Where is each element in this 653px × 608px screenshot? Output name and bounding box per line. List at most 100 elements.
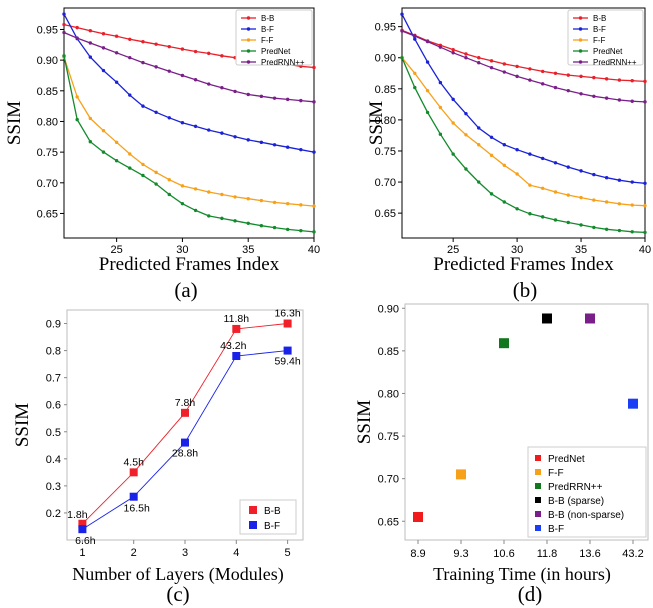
data-point: [617, 202, 622, 206]
data-label: 11.8h: [224, 313, 250, 325]
data-point: [489, 65, 494, 70]
y-tick-label: 0.8: [46, 346, 61, 358]
legend-marker: [249, 506, 257, 514]
data-point: [299, 98, 303, 103]
data-point: [141, 162, 145, 167]
legend: B-B B-F F-F PredNet PredRNN++: [567, 9, 644, 67]
x-axis-label: Predicted Frames Index: [433, 254, 614, 275]
x-tick-label: 25: [447, 244, 459, 256]
legend-marker: [535, 497, 541, 503]
legend-box: [527, 446, 647, 538]
legend-marker: [535, 483, 541, 489]
series-line-prednet: [401, 57, 646, 234]
series-line-b-b: [401, 29, 646, 83]
data-point: [114, 34, 119, 38]
data-point: [88, 116, 93, 121]
data-point: [259, 224, 264, 228]
y-tick-label: 0.6: [46, 400, 61, 412]
y-tick-label: 0.75: [378, 431, 399, 443]
data-point: [285, 201, 290, 206]
data-point: [604, 77, 609, 81]
data-label: 28.8h: [172, 448, 198, 460]
data-point: [128, 55, 132, 60]
y-tick-label: 0.75: [375, 146, 396, 158]
x-tick-label: 40: [308, 244, 320, 256]
y-axis-label: SSIM: [366, 101, 387, 145]
legend-label: B-B (non-sparse): [548, 510, 624, 521]
data-point: [233, 135, 237, 139]
data-point: [477, 126, 481, 130]
y-tick-label: 0.7: [46, 373, 61, 385]
y-tick-label: 0.5: [46, 427, 61, 439]
data-label: 16.3h: [274, 308, 300, 320]
data-point: [592, 94, 596, 98]
y-tick-label: 0.85: [37, 86, 58, 98]
data-point: [528, 152, 532, 156]
data-point: [528, 67, 532, 71]
y-tick-label: 0.85: [375, 84, 396, 96]
data-point: [101, 68, 106, 73]
data-point: [299, 203, 303, 207]
legend-label: PredNet: [548, 454, 585, 465]
y-tick-label: 0.9: [46, 319, 61, 331]
series-line-predrnn-: [401, 30, 646, 103]
data-point: [553, 190, 558, 194]
data-point: [246, 92, 250, 97]
data-point: [464, 133, 468, 137]
data-point: [129, 492, 138, 501]
data-label: 43.2h: [220, 340, 246, 352]
data-point: [193, 49, 198, 54]
legend-marker: [578, 49, 583, 53]
data-point: [592, 172, 596, 177]
data-point: [128, 37, 132, 41]
data-point: [167, 116, 171, 120]
data-point: [579, 169, 583, 173]
series-line-b-f: [401, 13, 646, 184]
legend-label: F-F: [548, 468, 564, 479]
data-point: [312, 65, 316, 70]
data-point: [75, 36, 79, 40]
legend-marker: [535, 525, 541, 531]
data-point: [617, 228, 622, 233]
data-point: [643, 100, 647, 104]
x-tick-label: 4: [233, 547, 239, 559]
legend-label: B-B (sparse): [548, 496, 604, 507]
data-point: [425, 88, 430, 93]
legend-marker: [578, 27, 583, 31]
legend-label: F-F: [261, 36, 274, 45]
data-label: 6.6h: [75, 535, 96, 547]
data-point: [141, 40, 145, 44]
data-label: 59.4h: [274, 356, 300, 368]
data-point: [579, 92, 583, 96]
y-axis-label: SSIM: [12, 403, 33, 447]
legend: B-B B-F F-F PredNet PredRNN++: [235, 9, 313, 67]
data-point: [78, 519, 87, 528]
data-point: [438, 45, 443, 49]
x-tick-label: 8.9: [410, 548, 425, 560]
data-point-b-b-sparse-: [542, 313, 552, 324]
data-point: [413, 34, 417, 38]
data-point: [220, 192, 224, 197]
x-tick-label: 2: [131, 547, 137, 559]
data-point: [566, 165, 570, 169]
data-point: [579, 195, 583, 200]
data-point: [259, 140, 264, 145]
data-point: [62, 12, 66, 16]
data-point: [579, 74, 583, 79]
data-point: [566, 193, 570, 197]
y-tick-label: 0.4: [46, 454, 61, 466]
panel-a: 25 30 35 400.650.700.750.800.850.900.95B-BB…: [4, 7, 320, 302]
data-point: [643, 181, 647, 185]
data-point: [62, 54, 66, 58]
legend-label: B-F: [261, 25, 274, 34]
data-point: [553, 85, 558, 90]
data-point: [75, 95, 79, 99]
legend-marker: [578, 60, 583, 64]
y-tick-label: 0.65: [37, 208, 58, 220]
data-point: [272, 143, 277, 147]
y-tick-label: 0.95: [37, 24, 58, 36]
data-point: [154, 170, 158, 175]
data-point: [129, 468, 138, 477]
data-point: [579, 223, 583, 227]
y-tick-label: 0.70: [378, 474, 399, 486]
